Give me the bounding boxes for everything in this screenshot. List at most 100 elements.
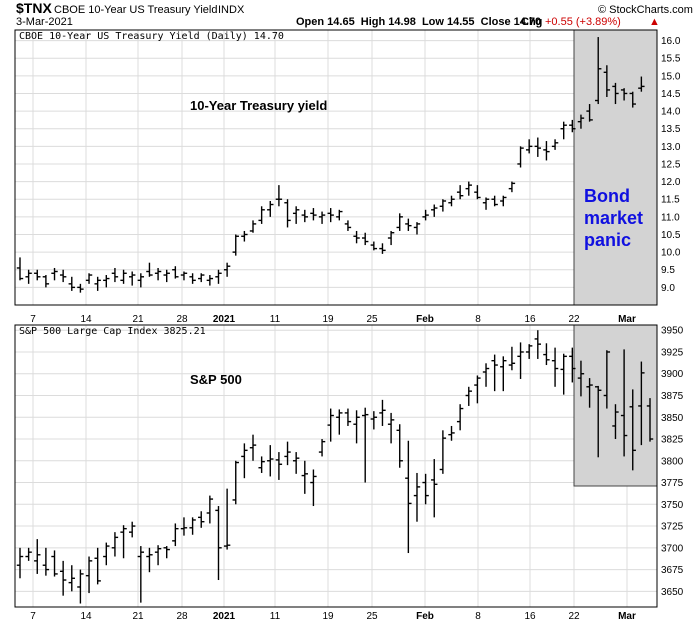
- sp500-ohlc-bar: [163, 546, 170, 559]
- treasury-ohlc-bar: [189, 273, 196, 284]
- sp500-x-tick-label: 8: [475, 611, 481, 622]
- treasury-y-tick-label: 13.5: [661, 124, 681, 135]
- treasury-ohlc-bar: [51, 267, 58, 281]
- ohlc-summary: Open 14.65 High 14.98 Low 14.55 Close 14…: [296, 16, 541, 28]
- sp500-ohlc-bar: [551, 347, 559, 387]
- sp500-y-tick-label: 3950: [661, 326, 684, 337]
- treasury-annotation: 10-Year Treasury yield: [190, 98, 327, 113]
- sp500-x-tick-label: 28: [176, 611, 188, 622]
- treasury-x-tick-label: 7: [30, 314, 36, 325]
- treasury-y-tick-label: 10.0: [661, 248, 681, 259]
- treasury-ohlc-bar: [396, 213, 403, 231]
- sp500-ohlc-bar: [543, 343, 550, 366]
- sp500-ohlc-bar: [128, 521, 136, 538]
- sp500-ohlc-bar: [310, 469, 317, 507]
- sp500-ohlc-bar: [215, 506, 222, 581]
- treasury-ohlc-bar: [111, 267, 119, 283]
- treasury-ohlc-bar: [586, 104, 593, 122]
- bond-market-panic-callout: Bond: [584, 186, 630, 206]
- sp500-ohlc-bar: [59, 560, 67, 596]
- treasury-x-tick-label: Feb: [416, 314, 434, 325]
- treasury-x-tick-label: 2021: [213, 314, 236, 325]
- sp500-ohlc-bar: [51, 550, 58, 577]
- sp500-x-tick-label: 16: [524, 611, 536, 622]
- treasury-ohlc-bar: [137, 273, 145, 288]
- sp500-y-tick-label: 3800: [661, 456, 684, 467]
- treasury-x-tick-label: 16: [524, 314, 536, 325]
- sp500-ohlc-bar: [431, 459, 438, 518]
- treasury-ohlc-bar: [612, 82, 619, 105]
- sp500-ohlc-bar: [34, 539, 41, 574]
- sp500-x-tick-label: 22: [568, 611, 580, 622]
- sp500-ohlc-bar: [362, 407, 369, 483]
- treasury-ohlc-bar: [638, 76, 645, 92]
- treasury-ohlc-bar: [508, 181, 516, 193]
- sp500-ohlc-bar: [413, 472, 421, 522]
- sp500-ohlc-bar: [586, 378, 593, 408]
- sp500-ohlc-bar: [267, 445, 274, 477]
- sp500-x-tick-label: 7: [30, 611, 36, 622]
- treasury-ohlc-bar: [595, 37, 602, 105]
- treasury-ohlc-bar: [318, 211, 326, 224]
- treasury-y-tick-label: 15.5: [661, 54, 681, 65]
- instrument-name: CBOE 10-Year US Treasury Yield: [54, 4, 217, 16]
- sp500-ohlc-bar: [154, 545, 162, 566]
- treasury-x-tick-label: 22: [568, 314, 580, 325]
- sp500-x-tick-label: Mar: [618, 611, 636, 622]
- treasury-ohlc-bar: [146, 262, 153, 277]
- sp500-ohlc-bar: [344, 408, 352, 426]
- treasury-ohlc-bar: [500, 195, 507, 207]
- sp500-ohlc-bar: [465, 386, 472, 406]
- sp500-ohlc-bar: [198, 511, 205, 528]
- sp500-ohlc-bar: [525, 344, 533, 359]
- treasury-ohlc-bar: [267, 200, 274, 217]
- sp500-ohlc-bar: [68, 565, 75, 592]
- sp500-x-tick-label: Feb: [416, 611, 434, 622]
- treasury-y-tick-label: 15.0: [661, 71, 681, 82]
- treasury-ohlc-bar: [370, 241, 378, 251]
- treasury-ohlc-bar: [310, 208, 317, 221]
- sp500-ohlc-bar: [422, 473, 429, 505]
- sp500-ohlc-bar: [508, 346, 516, 371]
- sp500-ohlc-bar: [500, 356, 507, 392]
- treasury-ohlc-bar: [474, 185, 481, 200]
- treasury-ohlc-bar: [569, 119, 576, 133]
- treasury-x-tick-label: 19: [322, 314, 334, 325]
- treasury-ohlc-bar: [422, 209, 429, 221]
- sp500-ohlc-bar: [491, 354, 498, 392]
- sp500-ohlc-bar: [456, 404, 464, 431]
- treasury-y-tick-label: 14.0: [661, 107, 681, 118]
- stockcharts-watermark: © StockCharts.com: [598, 4, 693, 16]
- treasury-ohlc-bar: [327, 208, 334, 223]
- treasury-ohlc-bar: [232, 234, 239, 256]
- treasury-x-tick-label: 25: [366, 314, 378, 325]
- treasury-ohlc-bar: [34, 269, 41, 281]
- sp500-ohlc-bar: [379, 399, 386, 426]
- sp500-ohlc-bar: [120, 525, 127, 559]
- sp500-ohlc-bar: [439, 430, 447, 474]
- treasury-ohlc-bar: [103, 275, 110, 288]
- treasury-ohlc-bar: [431, 204, 438, 217]
- treasury-ohlc-bar: [128, 271, 136, 286]
- sp500-ohlc-bar: [629, 389, 636, 471]
- treasury-y-tick-label: 10.5: [661, 230, 681, 241]
- treasury-ohlc-bar: [413, 222, 421, 235]
- treasury-y-tick-label: 9.0: [661, 283, 675, 294]
- chart-date: 3-Mar-2021: [16, 16, 73, 28]
- sp500-legend: S&P 500 Large Cap Index 3825.21: [19, 326, 206, 337]
- treasury-x-tick-label: 21: [132, 314, 144, 325]
- treasury-y-tick-label: 11.5: [661, 195, 680, 206]
- sp500-ohlc-bar: [172, 523, 179, 547]
- sp500-ohlc-bar: [25, 547, 32, 561]
- treasury-ohlc-bar: [59, 269, 67, 283]
- treasury-ohlc-bar: [180, 271, 188, 281]
- sp500-ohlc-bar: [206, 495, 214, 524]
- change-value: +0.55 (+3.89%): [545, 16, 621, 28]
- treasury-y-tick-label: 16.0: [661, 36, 681, 47]
- sp500-ohlc-bar: [517, 342, 524, 379]
- treasury-ohlc-bar: [353, 230, 360, 244]
- treasury-ohlc-bar: [284, 199, 291, 228]
- treasury-ohlc-bar: [25, 269, 32, 284]
- treasury-ohlc-bar: [517, 146, 524, 168]
